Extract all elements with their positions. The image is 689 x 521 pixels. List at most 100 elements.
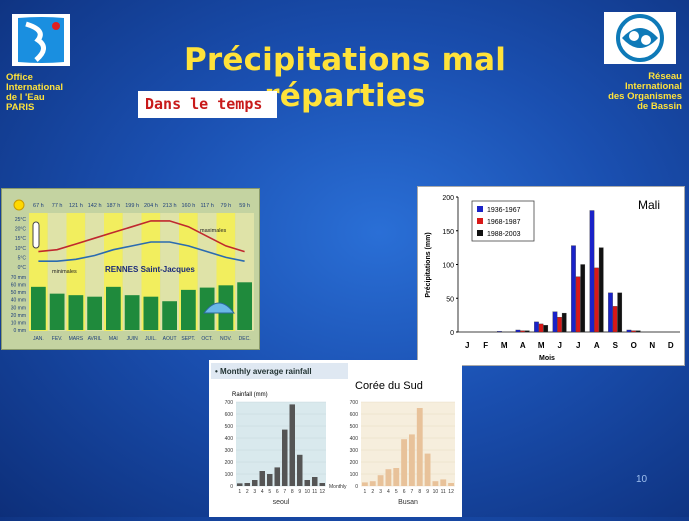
legend-label: 1988-2003 (487, 231, 521, 238)
bar-seoul (244, 483, 250, 486)
y-tick: 600 (225, 412, 234, 418)
month-label: JUIL. (145, 336, 157, 342)
org-right-line: des Organismes (608, 91, 682, 102)
month-label: S (613, 341, 619, 350)
bar-Busan (385, 469, 392, 486)
plot-background (236, 402, 326, 486)
month-label: 1 (238, 489, 241, 495)
mali-rainfall-chart: 0 50 100 150 200 Précipitations (mm) J F M A M J J A S… (417, 186, 685, 366)
series-label-min: minimales (52, 269, 77, 275)
month-label: 7 (411, 489, 414, 495)
chart-title: • Monthly average rainfall (215, 367, 312, 376)
org-right-line: Réseau (648, 71, 682, 82)
month-label: J (465, 341, 469, 350)
bar-1988-2003 (617, 292, 623, 333)
month-label: J (558, 341, 562, 350)
rain-tick: 20 mm (11, 313, 26, 319)
month-label: AOUT (163, 336, 177, 342)
month-label: JAN. (33, 336, 44, 342)
rain-bar (124, 295, 140, 330)
month-label: JUIN (127, 336, 139, 342)
month-label: 4 (261, 489, 264, 495)
month-label: O (631, 341, 637, 350)
bar-1988-2003 (580, 264, 586, 333)
rain-bar (162, 301, 177, 330)
month-label: A (594, 341, 600, 350)
month-label: DEC. (239, 336, 251, 342)
sunshine-label: 187 h (106, 203, 120, 209)
month-label: 10 (433, 489, 439, 495)
month-label: 6 (276, 489, 279, 495)
bar-Busan (377, 475, 384, 486)
org-left-line: de l 'Eau (6, 92, 45, 103)
bar-seoul (267, 474, 273, 486)
sunshine-label: 142 h (88, 203, 102, 209)
y-tick: 300 (225, 448, 234, 454)
bar-Busan (424, 453, 431, 486)
y-tick: 300 (350, 448, 359, 454)
org-left-line: Office (6, 72, 33, 83)
bar-seoul (289, 404, 295, 486)
y-tick: 50 (446, 296, 454, 303)
rain-bar (106, 286, 121, 330)
rain-tick: 50 mm (11, 290, 26, 296)
thermometer-icon (32, 221, 40, 249)
rain-tick: 40 mm (11, 298, 26, 304)
month-label: FEV. (52, 336, 63, 342)
korea-rainfall-chart: • Monthly average rainfall Corée du Sud Ra… (209, 360, 462, 517)
bar-1968-1987 (575, 276, 581, 333)
bar-Busan (432, 481, 439, 486)
bar-Busan (401, 439, 407, 486)
month-label: M (538, 341, 545, 350)
rennes-climate-chart: 67 h 77 h 121 h 142 h 187 h 199 h 204 h 213 h 16… (1, 188, 260, 350)
month-label: SEPT. (181, 336, 195, 342)
y-axis-label: Précipitations (mm) (425, 232, 432, 297)
month-label: 3 (253, 489, 256, 495)
month-label: 6 (403, 489, 406, 495)
month-label: F (483, 341, 488, 350)
org-right-label: Réseau International des Organismes de B… (608, 72, 682, 112)
y-tick: 200 (350, 460, 359, 466)
sunshine-label: 59 h (239, 203, 250, 209)
bar-seoul (304, 480, 310, 486)
sunshine-label: 213 h (163, 203, 177, 209)
month-label: 9 (426, 489, 429, 495)
month-label: 9 (298, 489, 301, 495)
y-tick: 700 (225, 400, 234, 406)
x-axis-label: Mois (539, 355, 555, 362)
rain-bar (181, 289, 196, 330)
bar-1936-1967 (515, 329, 521, 333)
y-tick: 150 (442, 229, 454, 236)
temp-tick: 25°C (15, 217, 27, 223)
bar-Busan (448, 483, 454, 486)
month-label: 2 (371, 489, 374, 495)
y-tick: 500 (350, 424, 359, 430)
month-label: MAI (109, 336, 118, 342)
sun-icon (13, 199, 25, 211)
slide-subtitle: Dans le temps (138, 91, 277, 118)
sunshine-label: 77 h (52, 203, 63, 209)
sunshine-label: 67 h (33, 203, 44, 209)
rain-bar (87, 296, 102, 330)
bar-seoul (282, 429, 288, 486)
oieau-logo-icon (12, 14, 70, 66)
legend-swatch (477, 206, 483, 212)
y-tick: 100 (225, 472, 234, 478)
chart-title: Mali (638, 198, 660, 212)
y-tick: 400 (350, 436, 359, 442)
bar-1988-2003 (543, 325, 549, 333)
y-tick: 100 (350, 472, 359, 478)
y-tick: 0 (450, 330, 454, 337)
rain-tick: 30 mm (11, 305, 26, 311)
month-label: 3 (379, 489, 382, 495)
month-label: 12 (319, 489, 325, 495)
month-label: 12 (448, 489, 454, 495)
temp-tick: 0°C (18, 265, 27, 271)
rain-tick: 60 mm (11, 283, 26, 289)
month-label: 11 (441, 489, 446, 495)
legend-label: 1936-1967 (487, 207, 521, 214)
sunshine-label: 121 h (69, 203, 83, 209)
rain-tick: 10 mm (11, 320, 26, 326)
org-left-label: Office International de l 'Eau PARIS (6, 73, 63, 113)
month-label: M (501, 341, 508, 350)
